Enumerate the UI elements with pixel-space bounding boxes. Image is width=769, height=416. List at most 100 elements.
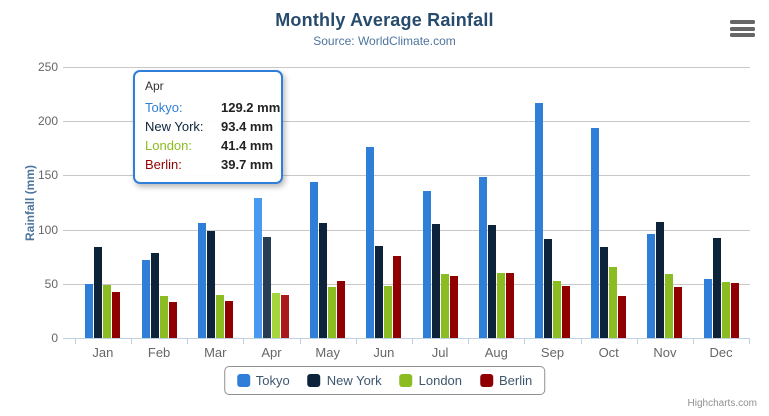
bar-berlin-aug[interactable] bbox=[505, 272, 514, 338]
x-axis-category-label: May bbox=[315, 345, 340, 360]
bar-london-jan[interactable] bbox=[103, 284, 112, 338]
bar-london-jun[interactable] bbox=[384, 285, 393, 338]
x-axis-tick bbox=[636, 339, 638, 344]
bar-new-york-aug[interactable] bbox=[487, 224, 496, 338]
bar-new-york-feb[interactable] bbox=[150, 252, 159, 338]
bar-new-york-jan[interactable] bbox=[94, 247, 103, 338]
bar-london-mar[interactable] bbox=[215, 295, 224, 338]
bar-tokyo-jun[interactable] bbox=[366, 147, 375, 338]
bar-new-york-oct[interactable] bbox=[600, 247, 609, 338]
bar-berlin-sep[interactable] bbox=[562, 286, 570, 338]
bar-tokyo-mar[interactable] bbox=[197, 222, 206, 338]
bar-berlin-mar[interactable] bbox=[224, 300, 233, 338]
tooltip: Apr Tokyo: 129.2 mm New York: 93.4 mm London… bbox=[133, 70, 283, 184]
chart-title: Monthly Average Rainfall bbox=[275, 10, 494, 30]
x-axis-tick bbox=[580, 339, 582, 344]
y-axis-tick-label: 100 bbox=[37, 222, 58, 237]
bar-new-york-sep[interactable] bbox=[544, 239, 552, 338]
bar-london-may[interactable] bbox=[328, 287, 337, 338]
tooltip-row: New York: 93.4 mm bbox=[145, 117, 274, 136]
bar-berlin-dec[interactable] bbox=[730, 282, 739, 338]
export-menu-icon[interactable] bbox=[730, 20, 755, 37]
bar-london-dec[interactable] bbox=[721, 282, 730, 338]
bar-new-york-nov[interactable] bbox=[656, 222, 665, 338]
bar-tokyo-jul[interactable] bbox=[422, 191, 431, 338]
y-axis-tick-label: 50 bbox=[44, 276, 58, 291]
x-axis-tick bbox=[468, 339, 470, 344]
bar-berlin-nov[interactable] bbox=[674, 287, 683, 338]
bar-berlin-apr[interactable] bbox=[281, 294, 289, 338]
x-axis-tick bbox=[749, 339, 751, 344]
x-axis-category-label: Nov bbox=[653, 345, 677, 360]
x-axis-category-label: Aug bbox=[484, 345, 508, 360]
legend: Tokyo New York London Berlin bbox=[223, 366, 546, 395]
y-gridline bbox=[63, 283, 750, 285]
legend-item-label: Tokyo bbox=[255, 373, 290, 388]
x-axis-category-label: Jul bbox=[431, 345, 449, 360]
legend-item-london[interactable]: London bbox=[399, 373, 463, 388]
bar-london-apr[interactable] bbox=[272, 293, 280, 338]
x-axis-tick bbox=[299, 339, 301, 344]
bar-tokyo-feb[interactable] bbox=[141, 260, 150, 338]
highcharts-credits-link[interactable]: Highcharts.com bbox=[687, 398, 757, 409]
bar-london-sep[interactable] bbox=[553, 281, 561, 338]
x-axis-category-label: Jan bbox=[92, 345, 114, 360]
bar-tokyo-nov[interactable] bbox=[647, 234, 656, 338]
hamburger-bar bbox=[730, 33, 755, 37]
x-axis-line bbox=[63, 338, 750, 339]
bar-berlin-may[interactable] bbox=[337, 280, 346, 338]
legend-item-tokyo[interactable]: Tokyo bbox=[236, 373, 290, 388]
bar-london-nov[interactable] bbox=[665, 273, 674, 338]
legend-swatch-icon bbox=[236, 374, 250, 387]
legend-item-label: London bbox=[418, 373, 463, 388]
bar-new-york-may[interactable] bbox=[319, 223, 328, 338]
y-gridline bbox=[63, 175, 750, 177]
bar-berlin-jun[interactable] bbox=[393, 256, 402, 338]
bar-new-york-dec[interactable] bbox=[712, 237, 721, 338]
bar-berlin-jul[interactable] bbox=[449, 275, 458, 338]
tooltip-series-value: 39.7 mm bbox=[221, 157, 274, 172]
bar-tokyo-may[interactable] bbox=[310, 181, 319, 338]
bar-tokyo-apr[interactable] bbox=[254, 197, 262, 338]
y-axis-tick-label: 0 bbox=[51, 331, 58, 345]
legend-swatch-icon bbox=[307, 374, 321, 387]
tooltip-header: Apr bbox=[145, 79, 164, 93]
legend-swatch-icon bbox=[399, 374, 413, 387]
bar-tokyo-aug[interactable] bbox=[478, 177, 487, 338]
tooltip-row: London: 41.4 mm bbox=[145, 136, 274, 155]
x-axis-tick bbox=[412, 339, 413, 344]
y-gridline bbox=[63, 67, 750, 68]
y-gridline bbox=[63, 121, 750, 123]
tooltip-series-name: Tokyo: bbox=[145, 100, 183, 115]
bar-new-york-mar[interactable] bbox=[206, 231, 215, 338]
legend-item-new-york[interactable]: New York bbox=[307, 373, 382, 388]
legend-item-label: New York bbox=[326, 373, 382, 388]
legend-item-berlin[interactable]: Berlin bbox=[480, 373, 532, 388]
tooltip-series-name: Berlin: bbox=[145, 157, 182, 172]
bar-tokyo-dec[interactable] bbox=[703, 279, 712, 338]
bar-tokyo-oct[interactable] bbox=[591, 127, 600, 338]
tooltip-series-value: 93.4 mm bbox=[221, 119, 274, 134]
bar-tokyo-sep[interactable] bbox=[535, 103, 543, 338]
x-axis-tick bbox=[355, 339, 357, 344]
bar-london-aug[interactable] bbox=[496, 273, 505, 338]
y-axis-tick-label: 150 bbox=[37, 168, 58, 183]
bar-berlin-jan[interactable] bbox=[112, 292, 121, 338]
y-axis-title: Rainfall (mm) bbox=[23, 165, 37, 242]
bar-london-oct[interactable] bbox=[609, 267, 618, 338]
x-axis-category-label: Dec bbox=[709, 345, 733, 360]
tooltip-row: Berlin: 39.7 mm bbox=[145, 155, 274, 174]
bar-london-feb[interactable] bbox=[159, 295, 168, 338]
x-axis-tick bbox=[131, 339, 132, 344]
tooltip-series-name: London: bbox=[145, 138, 192, 153]
bar-berlin-oct[interactable] bbox=[618, 295, 627, 338]
bar-london-jul[interactable] bbox=[440, 274, 449, 338]
bar-new-york-apr[interactable] bbox=[263, 236, 271, 338]
bar-new-york-jun[interactable] bbox=[375, 246, 384, 338]
tooltip-series-value: 41.4 mm bbox=[221, 138, 274, 153]
x-axis-category-label: Apr bbox=[261, 345, 282, 360]
bar-new-york-jul[interactable] bbox=[431, 224, 440, 338]
legend-swatch-icon bbox=[480, 374, 494, 387]
bar-tokyo-jan[interactable] bbox=[85, 283, 94, 338]
bar-berlin-feb[interactable] bbox=[168, 302, 177, 338]
